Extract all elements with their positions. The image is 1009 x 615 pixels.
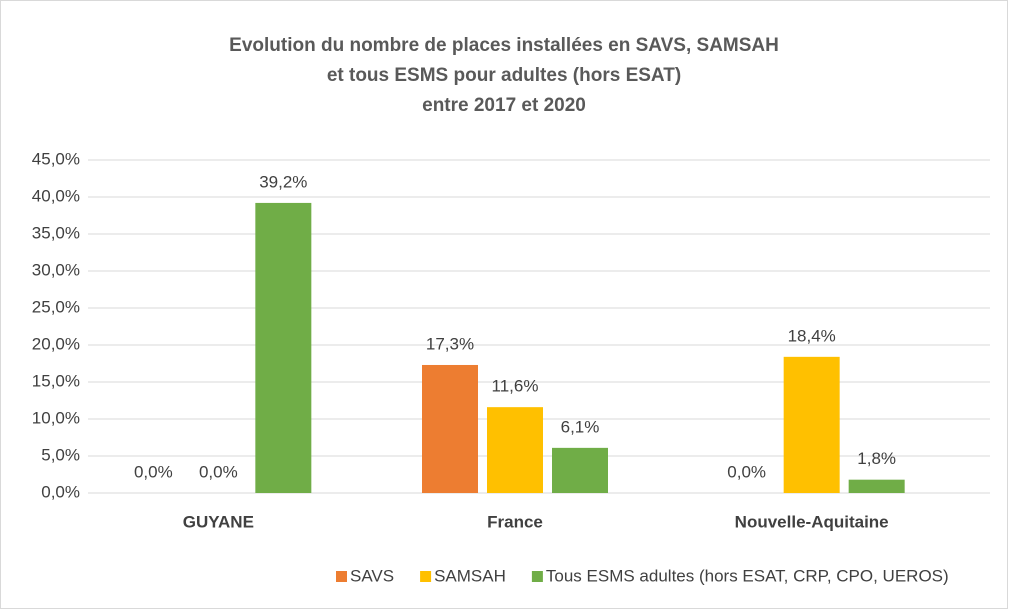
bar <box>487 407 543 493</box>
legend-swatch <box>336 571 347 582</box>
legend-swatch <box>420 571 432 582</box>
legend-label: SAVS <box>350 566 394 585</box>
legend-swatch <box>531 571 543 582</box>
data-label: 39,2% <box>259 172 307 191</box>
bar <box>255 202 312 494</box>
data-label: 0,0% <box>134 462 173 481</box>
y-tick-label: 5,0% <box>41 445 80 464</box>
y-tick-label: 10,0% <box>32 408 80 427</box>
x-tick-label: GUYANE <box>183 512 254 531</box>
y-tick-label: 40,0% <box>32 186 80 205</box>
data-label: 18,4% <box>788 326 836 345</box>
y-tick-label: 20,0% <box>32 334 80 353</box>
chart-title: et tous ESMS pour adultes (hors ESAT) <box>327 65 681 86</box>
y-tick-label: 45,0% <box>32 149 80 168</box>
x-tick-label: Nouvelle-Aquitaine <box>735 512 889 531</box>
y-tick-label: 35,0% <box>32 223 80 242</box>
chart-title: Evolution du nombre de places installées… <box>229 35 779 56</box>
y-tick-label: 0,0% <box>41 482 80 501</box>
bar <box>848 479 905 493</box>
data-label: 17,3% <box>426 334 474 353</box>
data-label: 1,8% <box>857 449 896 468</box>
legend-label: Tous ESMS adultes (hors ESAT, CRP, CPO, … <box>546 566 949 585</box>
x-tick-label: France <box>487 512 543 531</box>
y-tick-label: 30,0% <box>32 260 80 279</box>
data-label: 0,0% <box>727 462 766 481</box>
data-label: 11,6% <box>492 377 539 396</box>
chart-title: entre 2017 et 2020 <box>422 95 586 116</box>
legend-label: SAMSAH <box>434 566 506 585</box>
bar <box>783 356 840 493</box>
y-tick-label: 25,0% <box>32 297 80 316</box>
y-tick-label: 15,0% <box>32 371 80 390</box>
data-label: 6,1% <box>561 417 600 436</box>
bar <box>422 364 478 493</box>
bar <box>552 447 608 493</box>
data-label: 0,0% <box>199 462 238 481</box>
